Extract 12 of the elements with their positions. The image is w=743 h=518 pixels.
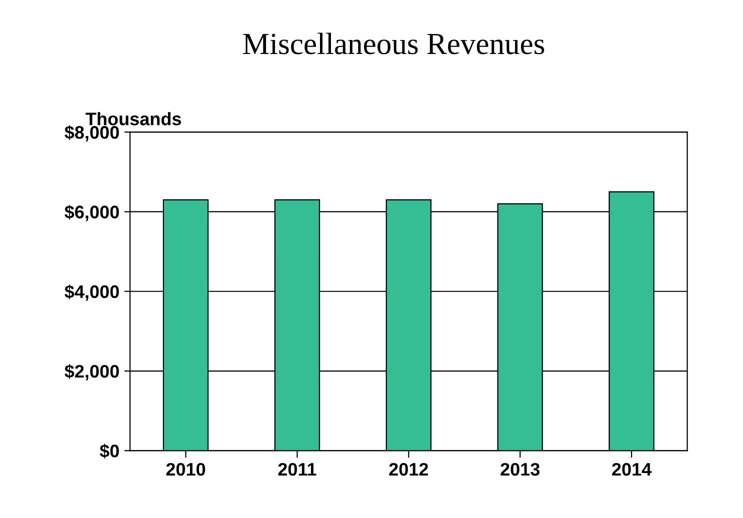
- y-tick-label: $6,000: [64, 204, 119, 222]
- y-axis-title: Thousands: [86, 112, 182, 126]
- x-tick-label: 2011: [278, 462, 316, 476]
- y-tick-label: $4,000: [64, 284, 119, 301]
- y-tick-label: $0: [100, 444, 119, 459]
- x-tick-label: 2010: [166, 462, 206, 476]
- x-tick-label: 2014: [612, 462, 652, 476]
- y-tick-label: $8,000: [64, 125, 119, 142]
- x-tick-label: 2012: [389, 462, 428, 476]
- chart-title: Miscellaneous Revenues: [243, 32, 544, 54]
- x-tick-label: 2013: [500, 462, 540, 476]
- y-tick-label: $2,000: [64, 364, 119, 380]
